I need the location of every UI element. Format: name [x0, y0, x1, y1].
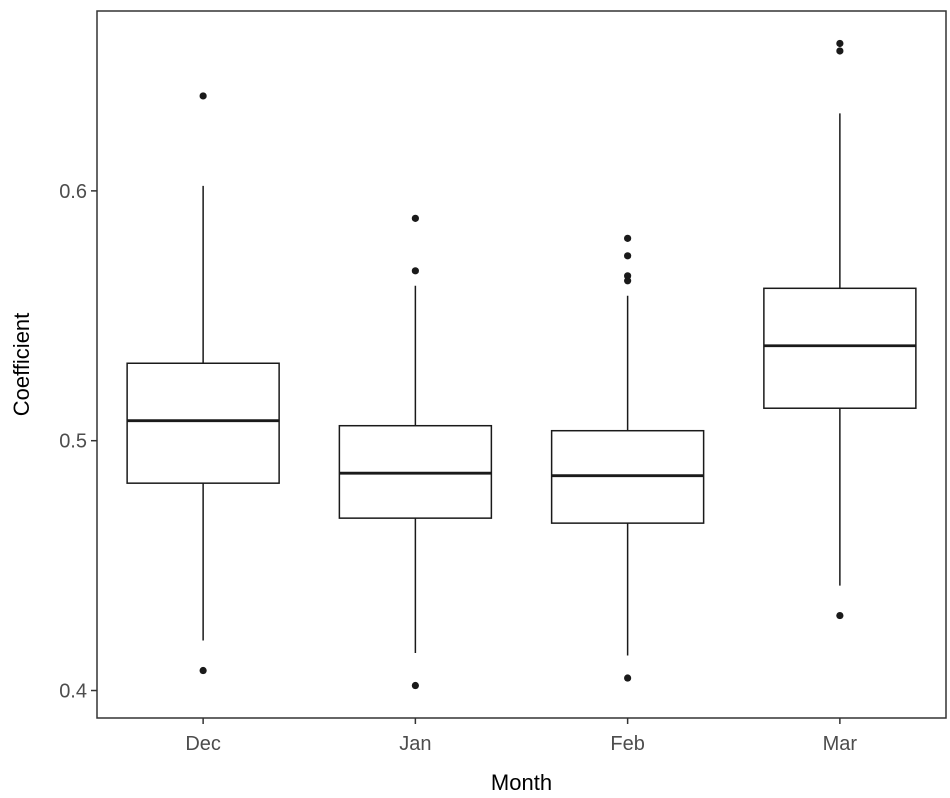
outlier-point [411, 267, 419, 275]
outlier-point [624, 277, 632, 285]
outlier-point [836, 611, 844, 620]
box-dec [126, 92, 280, 675]
x-tick-label: Feb [610, 733, 644, 755]
y-tick-label: 0.4 [59, 681, 87, 703]
y-axis-title: Coefficient [9, 313, 34, 417]
outlier-point [624, 234, 632, 242]
outlier-point [199, 92, 207, 100]
box-mar [763, 39, 917, 620]
y-tick-label: 0.6 [59, 181, 87, 203]
x-tick-label: Dec [185, 733, 221, 755]
outlier-point [836, 47, 844, 55]
outlier-point [624, 252, 632, 260]
outlier-point [836, 39, 844, 48]
outlier-point [411, 681, 419, 690]
iqr-box [126, 362, 280, 484]
x-tick-label: Mar [823, 733, 858, 755]
boxes-layer [126, 39, 917, 690]
x-tick-label: Jan [399, 733, 431, 755]
y-tick-label: 0.5 [59, 431, 87, 453]
y-axis: 0.4 0.5 0.6 [59, 181, 97, 703]
plot-panel [96, 10, 947, 719]
box-jan [338, 214, 493, 690]
outlier-point [624, 674, 632, 682]
x-axis-title: Month [491, 770, 552, 795]
outlier-point [411, 214, 419, 222]
box-feb [550, 234, 705, 682]
outlier-point [624, 272, 632, 280]
x-axis: Dec Jan Feb Mar [185, 718, 857, 755]
iqr-box [763, 287, 917, 409]
outlier-point [199, 666, 207, 675]
